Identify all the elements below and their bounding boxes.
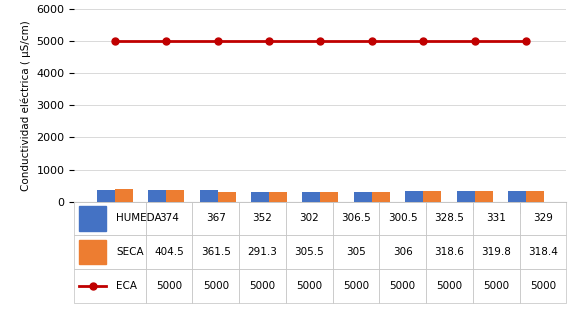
- Bar: [423, 191, 441, 201]
- Bar: [456, 191, 475, 201]
- Bar: [200, 190, 217, 201]
- Bar: [353, 192, 372, 201]
- Bar: [166, 190, 184, 201]
- Bar: [526, 191, 544, 201]
- Bar: [372, 192, 390, 201]
- Text: HUMEDA: HUMEDA: [116, 214, 162, 223]
- Text: ECA: ECA: [116, 281, 137, 291]
- Bar: [217, 192, 236, 201]
- FancyBboxPatch shape: [80, 240, 106, 265]
- FancyBboxPatch shape: [80, 206, 106, 231]
- Bar: [475, 191, 492, 201]
- Bar: [303, 192, 320, 201]
- Bar: [508, 191, 526, 201]
- Y-axis label: Conductividad eléctrica ( µS/cm): Conductividad eléctrica ( µS/cm): [21, 20, 31, 191]
- Bar: [251, 192, 269, 201]
- Bar: [320, 192, 338, 201]
- Bar: [97, 190, 115, 201]
- Bar: [115, 188, 133, 201]
- Text: SECA: SECA: [116, 247, 144, 257]
- Bar: [405, 191, 423, 201]
- Bar: [269, 192, 287, 201]
- Bar: [148, 190, 166, 201]
